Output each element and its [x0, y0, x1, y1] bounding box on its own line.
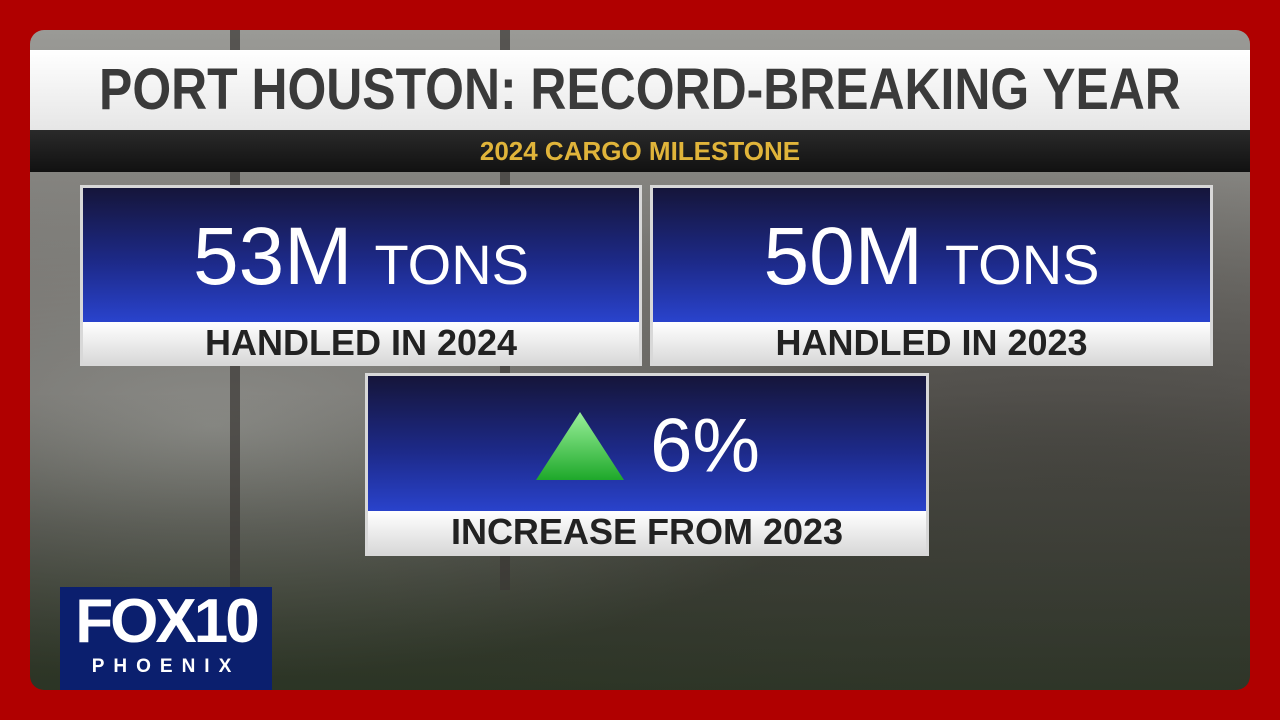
stat-unit: TONS — [944, 233, 1100, 296]
stat-panel: 50M TONS — [653, 188, 1210, 325]
logo-number: 10 — [193, 587, 260, 656]
stat-label: HANDLED IN 2024 — [83, 322, 639, 363]
stat-card: 53M TONS HANDLED IN 2024 — [80, 185, 642, 366]
logo-mark: FOX10 — [60, 587, 272, 657]
subtitle: 2024 CARGO MILESTONE — [479, 136, 801, 166]
stat-card: 6% INCREASE FROM 2023 — [365, 373, 929, 556]
title: PORT HOUSTON: RECORD-BREAKING YEAR — [99, 57, 1181, 122]
subtitle-bar: 2024 CARGO MILESTONE — [30, 130, 1250, 172]
logo-brand: FOX — [75, 587, 196, 656]
stat-card: 50M TONS HANDLED IN 2023 — [650, 185, 1213, 366]
logo-city: PHOENIX — [91, 656, 241, 677]
stat-unit: TONS — [374, 233, 530, 296]
triangle — [536, 411, 625, 480]
logo: FOX10 PHOENIX — [60, 587, 272, 690]
stat-value: 50M — [763, 211, 923, 302]
stat-label: INCREASE FROM 2023 — [368, 511, 926, 553]
stat-value: 6% — [650, 403, 760, 489]
stat-panel: 53M TONS — [83, 188, 639, 325]
stat-panel: 6% — [368, 376, 926, 515]
title-bar: PORT HOUSTON: RECORD-BREAKING YEAR — [30, 50, 1250, 130]
stat-label: HANDLED IN 2023 — [653, 322, 1210, 363]
up-arrow — [536, 411, 625, 480]
stat-value: 53M — [192, 211, 353, 302]
